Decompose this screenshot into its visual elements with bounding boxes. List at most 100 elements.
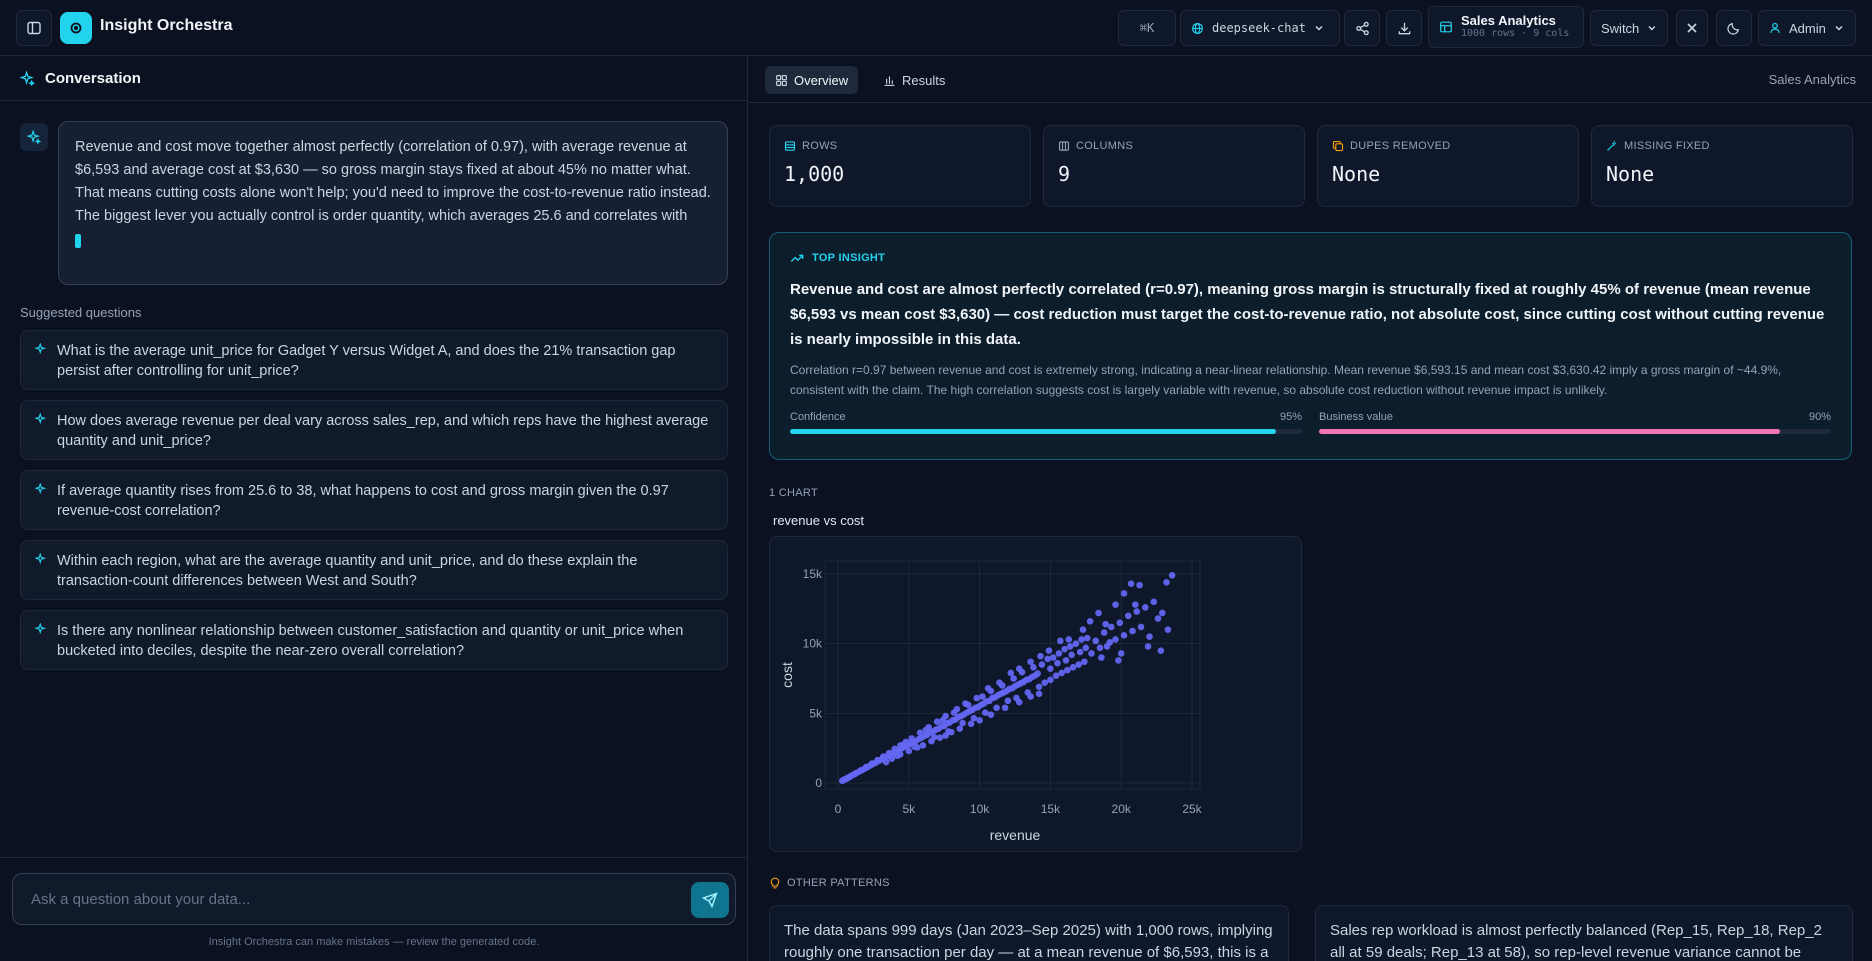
suggested-question[interactable]: How does average revenue per deal vary a…: [20, 400, 728, 460]
command-palette-button[interactable]: ⌘K: [1118, 10, 1176, 46]
toggle-sidebar-button[interactable]: [16, 10, 52, 46]
data-point: [1078, 636, 1085, 643]
data-point: [1004, 697, 1012, 705]
data-point: [1064, 666, 1071, 674]
theme-toggle-button[interactable]: [1716, 10, 1752, 46]
data-point: [1157, 647, 1165, 654]
send-button[interactable]: [691, 882, 729, 918]
trending-up-icon: [790, 254, 804, 262]
data-point: [1047, 665, 1054, 673]
sparkles-icon: [35, 413, 47, 425]
data-point: [1158, 609, 1166, 617]
data-point: [1062, 657, 1070, 664]
suggested-question[interactable]: Is there any nonlinear relationship betw…: [20, 610, 728, 670]
send-icon: [702, 892, 718, 908]
data-point: [925, 723, 932, 731]
orbit-icon: [70, 22, 82, 34]
switch-dataset-button[interactable]: Switch: [1590, 10, 1668, 46]
share-button[interactable]: [1344, 10, 1380, 46]
insight-detail: Correlation r=0.97 between revenue and c…: [790, 363, 1782, 397]
suggested-question[interactable]: Within each region, what are the average…: [20, 540, 728, 600]
pattern-card: Sales rep workload is almost perfectly b…: [1315, 905, 1853, 961]
data-point: [1133, 608, 1141, 615]
data-point: [1150, 598, 1158, 606]
data-point: [897, 742, 904, 749]
user-menu-button[interactable]: Admin: [1758, 10, 1856, 46]
dataset-meta: 1000 rows · 9 cols: [1461, 28, 1570, 39]
x-tick-label: 25k: [1182, 802, 1202, 816]
data-point: [1154, 615, 1162, 622]
data-point: [987, 711, 995, 719]
data-point: [984, 684, 992, 692]
columns-icon: [1058, 141, 1070, 151]
conversation-title: Conversation: [45, 69, 141, 87]
data-point: [1120, 631, 1128, 639]
y-axis-label: cost: [779, 662, 795, 688]
sparkles-icon: [35, 553, 47, 565]
stat-value: None: [1332, 162, 1381, 186]
sparkles-icon: [27, 130, 41, 144]
x-tick-label: 15k: [1041, 802, 1061, 816]
share-icon: [1355, 21, 1369, 35]
stat-label-row: MISSING FIXED: [1606, 140, 1838, 152]
y-tick-label: 10k: [803, 637, 823, 651]
data-point: [851, 770, 859, 778]
data-point: [1081, 658, 1088, 666]
chat-input-box: [12, 873, 736, 925]
data-point: [1057, 637, 1064, 645]
data-point: [1129, 627, 1136, 635]
data-point: [1066, 643, 1074, 650]
data-point: [1010, 675, 1017, 682]
data-point: [1146, 633, 1153, 640]
x-tick-label: 10k: [970, 802, 990, 816]
suggested-question-text: If average quantity rises from 25.6 to 3…: [57, 483, 669, 519]
other-patterns-header: OTHER PATTERNS: [769, 877, 890, 889]
stat-card-rows: ROWS 1,000: [769, 125, 1031, 207]
data-point: [1049, 654, 1057, 661]
x-tick-label: 0: [835, 802, 842, 816]
stat-card-columns: COLUMNS 9: [1043, 125, 1305, 207]
data-point: [970, 714, 978, 722]
pattern-card: The data spans 999 days (Jan 2023–Sep 20…: [769, 905, 1289, 961]
data-point: [1068, 651, 1075, 659]
conversation-panel: Conversation Revenue and cost move toget…: [0, 56, 748, 961]
data-point: [1035, 683, 1043, 691]
data-point: [1015, 698, 1023, 706]
data-point: [882, 758, 890, 766]
data-point: [1100, 629, 1108, 636]
x-axis-label: revenue: [990, 827, 1041, 843]
data-point: [1168, 572, 1176, 579]
chevron-down-icon: [1648, 26, 1656, 31]
tab-results[interactable]: Results: [873, 66, 955, 94]
tabs-bar: Overview Results Sales Analytics: [749, 56, 1872, 103]
model-selector[interactable]: deepseek-chat: [1180, 10, 1340, 46]
suggested-question[interactable]: If average quantity rises from 25.6 to 3…: [20, 470, 728, 530]
data-point: [874, 756, 881, 764]
sidebar-icon: [27, 21, 41, 35]
sparkles-icon: [35, 623, 47, 635]
data-point: [1044, 655, 1051, 663]
pattern-text: The data spans 999 days (Jan 2023–Sep 20…: [784, 922, 1273, 961]
data-point: [993, 704, 1000, 712]
stat-label-row: DUPES REMOVED: [1332, 140, 1564, 152]
dataset-selector[interactable]: Sales Analytics 1000 rows · 9 cols: [1428, 6, 1584, 48]
data-point: [1102, 620, 1109, 628]
suggested-question[interactable]: What is the average unit_price for Gadge…: [20, 330, 728, 390]
data-point: [1144, 643, 1152, 650]
data-point: [1007, 669, 1015, 677]
data-point: [979, 693, 986, 700]
close-dataset-button[interactable]: [1676, 10, 1708, 46]
sparkles-icon: [35, 343, 47, 355]
disclaimer: Insight Orchestra can make mistakes — re…: [208, 936, 540, 948]
data-point: [1127, 580, 1135, 588]
data-point: [1072, 640, 1080, 647]
chat-input[interactable]: [13, 874, 673, 924]
insight-label-row: TOP INSIGHT: [790, 251, 1831, 265]
stat-label: COLUMNS: [1076, 140, 1134, 152]
stat-label: DUPES REMOVED: [1350, 140, 1451, 152]
suggested-question-text: What is the average unit_price for Gadge…: [57, 343, 676, 379]
data-point: [936, 734, 944, 742]
data-point: [1041, 679, 1049, 686]
download-button[interactable]: [1386, 10, 1422, 46]
tab-overview[interactable]: Overview: [765, 66, 859, 94]
